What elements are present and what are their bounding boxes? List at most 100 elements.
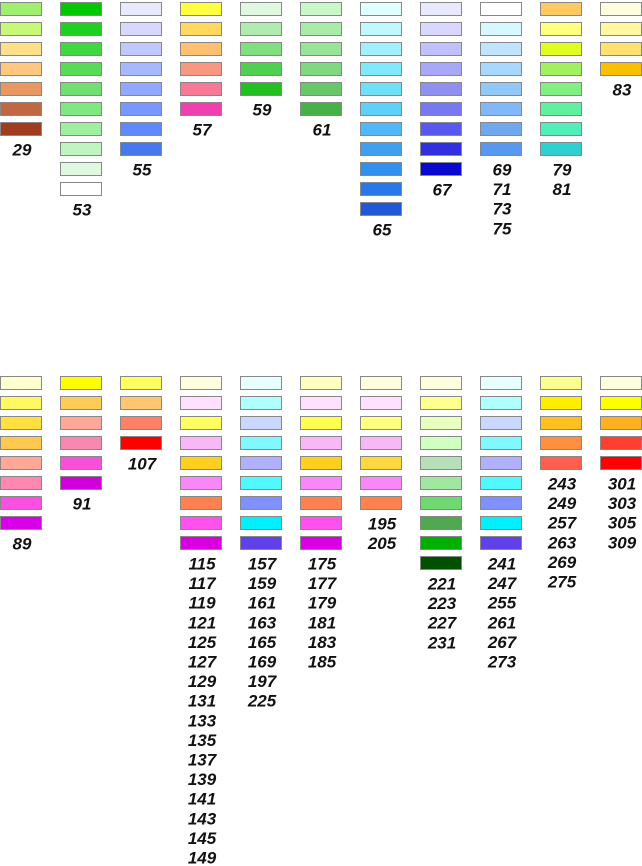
color-swatch — [180, 396, 222, 410]
color-swatch — [0, 496, 42, 510]
color-swatch — [180, 536, 222, 550]
color-swatch — [300, 476, 342, 490]
color-swatch — [180, 82, 222, 96]
color-swatch — [360, 162, 402, 176]
color-swatch — [360, 22, 402, 36]
color-swatch — [360, 82, 402, 96]
swatch-number: 225 — [247, 692, 277, 711]
swatch-number: 179 — [308, 594, 337, 613]
color-swatch — [120, 376, 162, 390]
color-swatch — [300, 496, 342, 510]
swatch-number: 137 — [188, 750, 218, 769]
color-swatch — [120, 82, 162, 96]
color-swatch — [420, 516, 462, 530]
color-swatch — [540, 22, 582, 36]
color-swatch — [420, 142, 462, 156]
color-swatch — [480, 122, 522, 136]
color-swatch — [300, 42, 342, 56]
color-swatch — [60, 162, 102, 176]
color-swatch — [360, 456, 402, 470]
swatch-number: 89 — [13, 534, 32, 553]
color-swatch — [360, 376, 402, 390]
color-swatch — [240, 496, 282, 510]
color-swatch — [480, 396, 522, 410]
swatch-number: 115 — [188, 554, 216, 573]
color-swatch — [540, 102, 582, 116]
color-swatch — [300, 62, 342, 76]
swatch-number: 125 — [188, 633, 217, 652]
color-swatch — [480, 416, 522, 430]
color-swatch — [300, 82, 342, 96]
color-swatch — [0, 2, 42, 16]
color-swatch — [480, 536, 522, 550]
color-swatch — [300, 396, 342, 410]
color-swatch — [480, 456, 522, 470]
swatch-number: 67 — [433, 180, 453, 199]
color-swatch — [300, 516, 342, 530]
swatch-number: 221 — [427, 574, 456, 593]
color-swatch — [600, 436, 642, 450]
color-swatch — [120, 22, 162, 36]
swatch-number: 175 — [308, 554, 337, 573]
color-swatch — [480, 436, 522, 450]
color-swatch — [540, 122, 582, 136]
color-swatch — [360, 202, 402, 216]
color-swatch — [60, 396, 102, 410]
color-swatch — [420, 42, 462, 56]
color-swatch — [300, 456, 342, 470]
color-swatch — [120, 122, 162, 136]
swatch-number: 55 — [133, 160, 152, 179]
color-swatch — [60, 2, 102, 16]
color-swatch — [60, 62, 102, 76]
color-swatch — [120, 2, 162, 16]
color-swatch — [600, 376, 642, 390]
color-swatch — [180, 42, 222, 56]
color-swatch — [360, 2, 402, 16]
swatch-number: 133 — [188, 711, 217, 730]
color-swatch — [120, 396, 162, 410]
color-swatch — [0, 396, 42, 410]
color-swatch — [180, 496, 222, 510]
color-swatch — [0, 376, 42, 390]
color-swatch — [540, 82, 582, 96]
swatch-number: 129 — [188, 672, 217, 691]
color-swatch — [300, 22, 342, 36]
swatch-number: 163 — [248, 613, 277, 632]
swatch-number: 241 — [487, 554, 516, 573]
swatch-number: 149 — [188, 848, 217, 866]
color-swatch — [360, 102, 402, 116]
swatch-number: 69 — [493, 160, 512, 179]
swatch-number: 275 — [547, 572, 577, 591]
color-swatch — [360, 396, 402, 410]
color-swatch — [540, 436, 582, 450]
color-swatch — [240, 456, 282, 470]
color-swatch — [240, 42, 282, 56]
color-swatch — [480, 476, 522, 490]
color-swatch — [540, 416, 582, 430]
color-swatch — [60, 436, 102, 450]
color-swatch — [60, 456, 102, 470]
color-swatch — [600, 396, 642, 410]
color-swatch — [300, 2, 342, 16]
swatch-number: 269 — [547, 553, 577, 572]
color-swatch — [240, 416, 282, 430]
swatch-number: 195 — [368, 514, 397, 533]
swatch-number: 59 — [253, 100, 272, 119]
color-swatch — [240, 82, 282, 96]
swatch-number: 223 — [427, 594, 457, 613]
color-swatch — [540, 2, 582, 16]
swatch-number: 305 — [608, 514, 637, 533]
color-swatch — [180, 456, 222, 470]
color-swatch — [0, 122, 42, 136]
color-swatch — [60, 82, 102, 96]
color-swatch — [180, 436, 222, 450]
swatch-number: 81 — [553, 180, 572, 199]
color-swatch — [600, 62, 642, 76]
color-swatch — [480, 62, 522, 76]
color-swatch — [180, 102, 222, 116]
color-swatch — [420, 122, 462, 136]
color-swatch — [420, 102, 462, 116]
color-swatch — [360, 436, 402, 450]
color-swatch — [120, 102, 162, 116]
